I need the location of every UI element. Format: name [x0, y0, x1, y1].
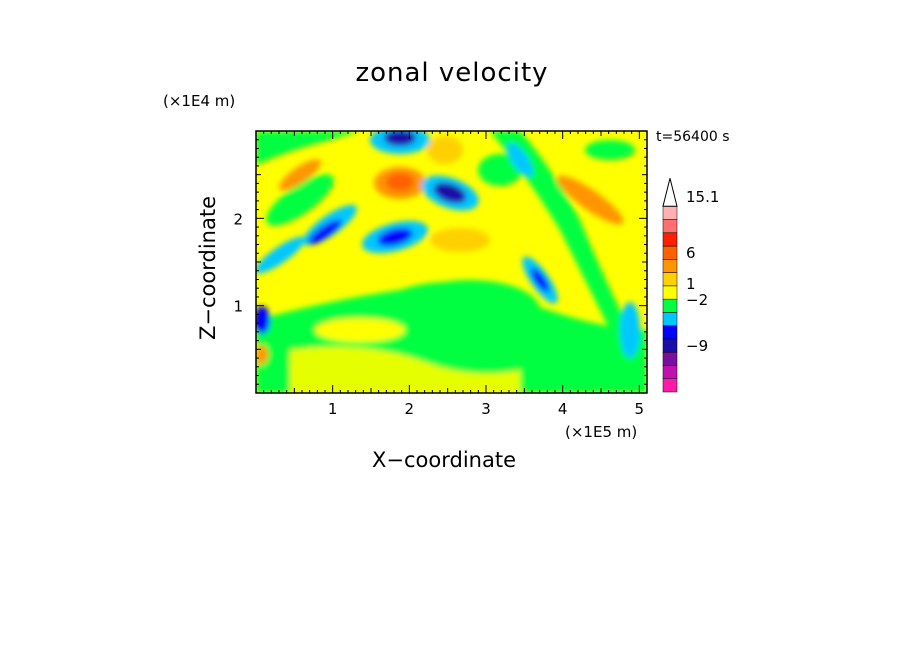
- x-tick-label: 4: [558, 400, 568, 418]
- chart-title: zonal velocity: [355, 58, 549, 88]
- colorbar-label: −9: [686, 337, 708, 355]
- colorbar-swatch: [662, 338, 678, 353]
- y-tick-label: 2: [233, 210, 243, 228]
- x-tick-label: 3: [481, 400, 491, 418]
- colorbar-swatch: [662, 365, 678, 379]
- z-axis-unit: (×1E4 m): [163, 92, 236, 110]
- x-tick-label: 2: [405, 400, 415, 418]
- y-tick-label: 1: [233, 298, 243, 316]
- colorbar-swatch: [662, 245, 678, 260]
- colorbar-arrow: [662, 178, 678, 207]
- contour-field: [256, 131, 647, 393]
- colorbar-swatch: [662, 285, 678, 300]
- x-tick-label: 1: [328, 400, 338, 418]
- colorbar-label: 1: [686, 275, 696, 293]
- colorbar-swatch: [662, 378, 678, 393]
- x-axis-unit: (×1E5 m): [565, 423, 638, 441]
- colorbar-swatch: [662, 325, 678, 340]
- colorbar-swatch: [662, 206, 678, 220]
- colorbar-swatch: [662, 219, 678, 234]
- colorbar-swatch: [662, 259, 678, 273]
- colorbar-swatch: [662, 312, 678, 326]
- x-tick-label: 5: [635, 400, 645, 418]
- time-label: t=56400 s: [656, 129, 730, 145]
- colorbar-label: −2: [686, 291, 708, 309]
- colorbar-swatch: [662, 232, 678, 247]
- x-axis-label: X−coordinate: [372, 448, 516, 472]
- colorbar-swatch: [662, 272, 678, 287]
- colorbar-swatch: [662, 298, 678, 313]
- colorbar-label: 6: [686, 244, 696, 262]
- colorbar-swatch: [662, 351, 678, 366]
- colorbar-label: 15.1: [686, 188, 719, 206]
